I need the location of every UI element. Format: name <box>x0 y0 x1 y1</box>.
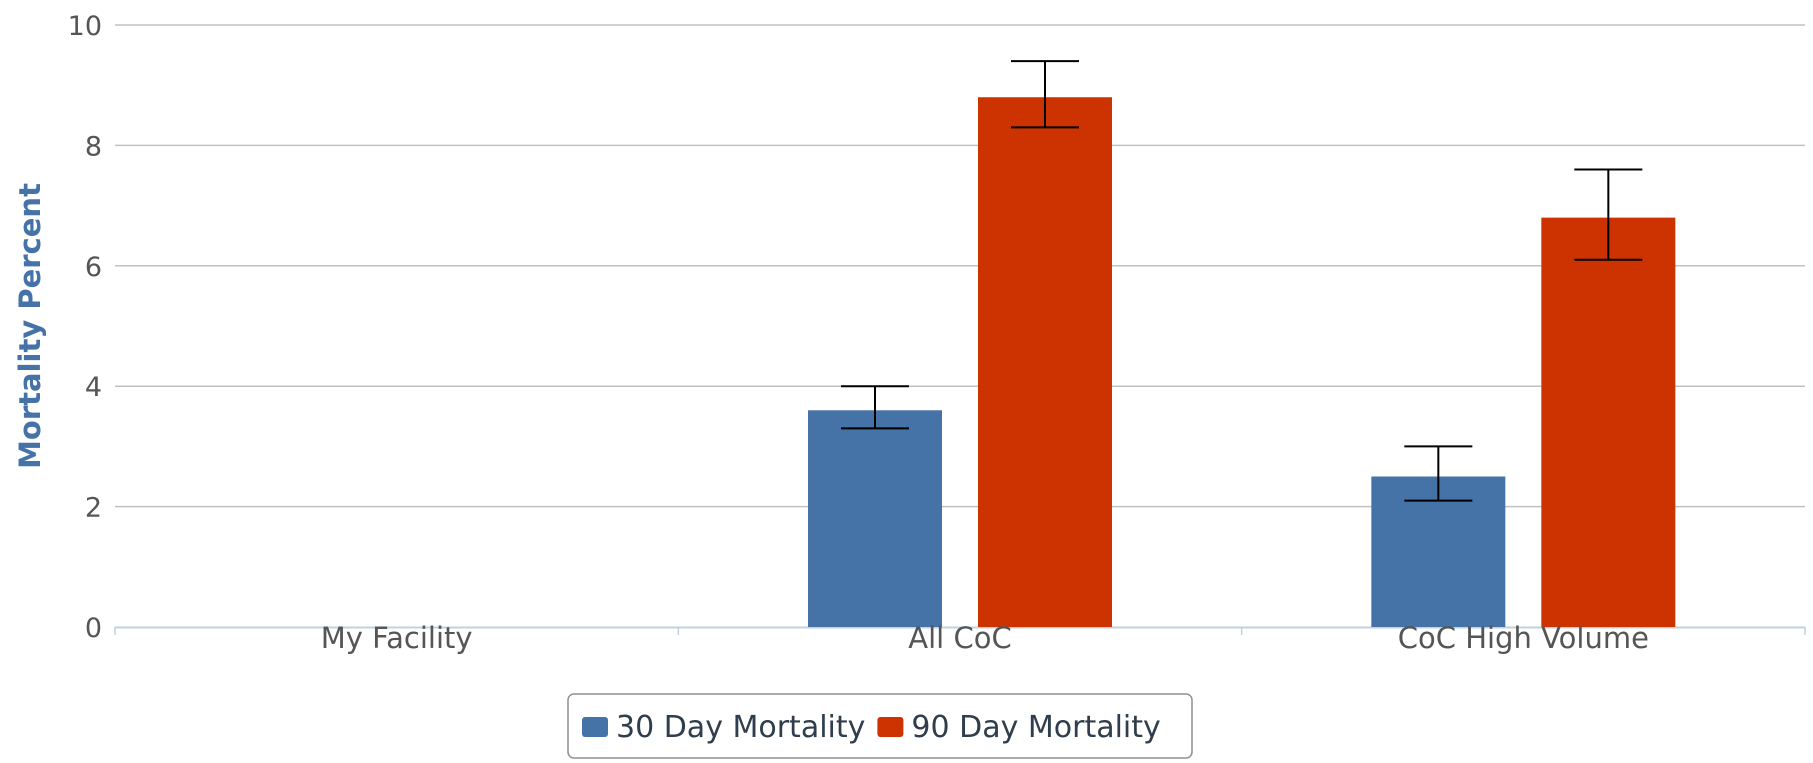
legend-item-label[interactable]: 90 Day Mortality <box>911 710 1160 745</box>
x-category-label: My Facility <box>321 621 473 655</box>
y-axis-title: Mortality Percent <box>13 183 47 469</box>
gridlines <box>115 24 1805 508</box>
legend[interactable]: 30 Day Mortality 90 Day Mortality <box>567 693 1193 759</box>
axes <box>114 626 1806 635</box>
error-bars <box>841 60 1643 502</box>
y-tick-label: 10 <box>68 11 102 42</box>
x-category-label: CoC High Volume <box>1398 621 1649 655</box>
x-category-label: All CoC <box>908 621 1011 655</box>
bar[interactable] <box>1371 476 1506 628</box>
y-tick-label: 6 <box>85 252 102 283</box>
y-tick-label: 8 <box>85 131 102 162</box>
legend-swatch[interactable] <box>582 717 608 737</box>
bar[interactable] <box>978 97 1112 628</box>
y-tick-label: 4 <box>85 372 102 403</box>
legend-swatch[interactable] <box>877 717 904 737</box>
y-tick-label: 2 <box>85 493 102 524</box>
labels: 0 2 4 6 8 10 My Facility All CoC CoC High Volume… <box>13 11 1649 655</box>
legend-item-label[interactable]: 30 Day Mortality <box>616 710 865 745</box>
y-tick-label: 0 <box>85 613 102 644</box>
bars <box>808 97 1676 628</box>
bar[interactable] <box>808 410 942 627</box>
bar[interactable] <box>1541 217 1676 627</box>
